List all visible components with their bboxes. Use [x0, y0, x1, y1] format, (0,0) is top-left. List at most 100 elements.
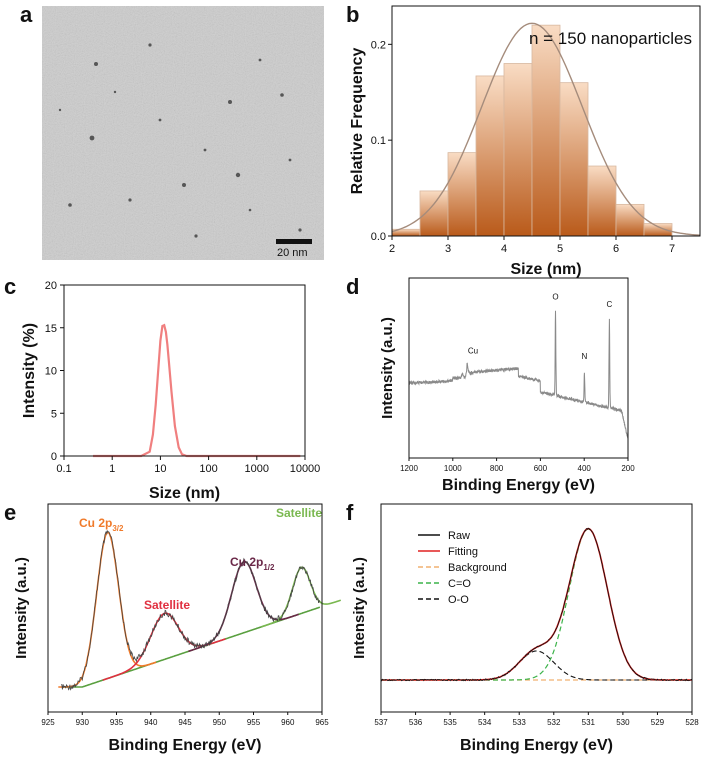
peak-label: Cu 2p3/2	[79, 516, 124, 533]
y-axis-title: Intensity (a.u.)	[13, 557, 30, 659]
x-tick-label: 7	[669, 243, 675, 255]
x-tick-label: 925	[41, 718, 55, 727]
x-tick-label: 4	[501, 243, 507, 255]
x-tick-label: 2	[389, 243, 395, 255]
x-tick-label: 5	[557, 243, 563, 255]
y-tick-label: 0.1	[371, 135, 386, 147]
histogram-bar	[587, 165, 617, 237]
dls-chart: 0.1 1 10 100 1000 10000 0 5 10 15 20 Size (nm) Inten…	[21, 280, 320, 502]
xps-survey-chart: 1200 1000 800 600 400 200 Cu O N C Binding Energy …	[379, 277, 635, 494]
plot-frame	[391, 5, 701, 237]
x-tick-label: 528	[685, 718, 699, 727]
histogram-chart: 2 3 4 5 6 7 0.0 0.1 0.2 n = 150 nanoparticles Size…	[349, 5, 701, 278]
legend-label: C=O	[448, 578, 471, 590]
x-tick-label: 1000	[444, 464, 462, 473]
cu2p-chart: 925 930 935 940 945 950 955 960 965 Cu 2p3/2 Satel…	[13, 503, 342, 754]
x-tick-label: 530	[616, 718, 630, 727]
x-tick-label: 534	[478, 718, 492, 727]
x-tick-label: 960	[281, 718, 295, 727]
histogram-bar	[559, 82, 589, 237]
panel-label-c: c	[4, 274, 16, 299]
x-tick-label: 533	[513, 718, 527, 727]
y-axis-title: Relative Frequency	[349, 48, 366, 195]
dls-size-curve	[93, 323, 301, 458]
y-tick-label: 20	[45, 280, 57, 292]
y-tick-label: 0.2	[371, 39, 386, 51]
y-tick-label: 10	[45, 366, 57, 378]
legend-label: Raw	[448, 530, 470, 542]
o1s-chart: 537 536 535 534 533 532 531 530 529 528 Raw Fitting…	[351, 503, 699, 754]
x-tick-label: 935	[110, 718, 124, 727]
gaussian-fit-curve	[391, 22, 701, 236]
panel-label-a: a	[20, 2, 33, 27]
peak-label: Cu 2p1/2	[230, 555, 275, 572]
panel-label-e: e	[4, 500, 16, 525]
fit-peak-curve	[58, 531, 157, 688]
x-axis-title: Size (nm)	[510, 261, 581, 278]
x-tick-label: 955	[247, 718, 261, 727]
x-tick-label: 940	[144, 718, 158, 727]
x-tick-label: 535	[443, 718, 457, 727]
y-axis-title: Intensity (a.u.)	[379, 317, 396, 419]
x-axis-title: Size (nm)	[149, 485, 220, 502]
x-tick-label: 930	[76, 718, 90, 727]
histogram-bar	[475, 75, 505, 237]
x-tick-label: 965	[315, 718, 329, 727]
x-tick-label: 531	[582, 718, 596, 727]
fit-peak-curve	[188, 560, 299, 653]
peak-label: Satellite	[144, 598, 190, 612]
x-tick-label: 400	[578, 464, 592, 473]
histogram-bar	[531, 24, 561, 237]
legend-label: Background	[448, 562, 507, 574]
raw-spectrum	[61, 529, 321, 691]
raw-spectrum	[380, 527, 693, 682]
x-tick-label: 6	[613, 243, 619, 255]
panel-label-b: b	[346, 2, 359, 27]
survey-spectrum	[408, 310, 629, 440]
peak-label: O	[552, 293, 558, 302]
x-tick-label: 10	[154, 463, 166, 475]
legend-label: Fitting	[448, 546, 478, 558]
chart-annotation: n = 150 nanoparticles	[529, 29, 692, 48]
x-tick-label: 100	[199, 463, 217, 475]
peak-label: Satellite	[276, 506, 322, 520]
x-tick-label: 537	[374, 718, 388, 727]
y-tick-label: 0	[51, 451, 57, 463]
x-tick-label: 3	[445, 243, 451, 255]
x-tick-label: 1200	[400, 464, 418, 473]
x-tick-label: 1	[109, 463, 115, 475]
plot-frame	[380, 503, 693, 713]
plot-frame	[63, 284, 306, 457]
peak-label: C	[606, 300, 612, 309]
panel-label-d: d	[346, 274, 359, 299]
histogram-bar	[615, 203, 645, 237]
y-axis-title: Intensity (%)	[21, 323, 38, 418]
peak-label: N	[582, 352, 588, 361]
x-tick-label: 800	[490, 464, 504, 473]
tem-image	[42, 6, 324, 260]
x-axis-title: Binding Energy (eV)	[442, 477, 595, 494]
x-tick-label: 600	[534, 464, 548, 473]
x-tick-label: 0.1	[56, 463, 71, 475]
peak-label: Cu	[468, 346, 478, 355]
x-tick-label: 1000	[245, 463, 269, 475]
x-axis-title: Binding Energy (eV)	[109, 737, 262, 754]
x-tick-label: 10000	[290, 463, 321, 475]
peak-label-subscript: 3/2	[112, 524, 124, 533]
fit-peak-curve	[102, 612, 226, 681]
x-tick-label: 532	[547, 718, 561, 727]
y-axis-title: Intensity (a.u.)	[351, 557, 368, 659]
plot-frame	[408, 277, 629, 459]
histogram-bar	[503, 63, 533, 237]
legend-label: O-O	[448, 594, 469, 606]
y-tick-label: 5	[51, 408, 57, 420]
y-tick-label: 0.0	[371, 231, 386, 243]
x-tick-label: 200	[621, 464, 635, 473]
x-axis-title: Binding Energy (eV)	[460, 737, 613, 754]
x-tick-label: 529	[651, 718, 665, 727]
x-tick-label: 945	[178, 718, 192, 727]
peak-label-subscript: 1/2	[263, 563, 275, 572]
y-tick-label: 15	[45, 323, 57, 335]
x-tick-label: 950	[213, 718, 227, 727]
